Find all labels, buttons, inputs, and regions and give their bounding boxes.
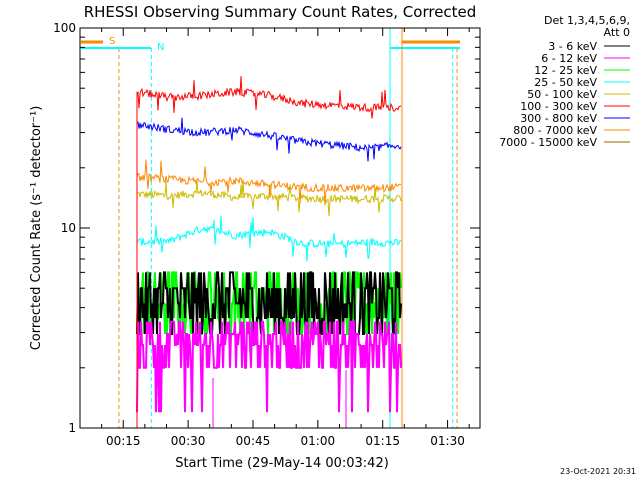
series-line: [136, 320, 402, 413]
legend-entry-label: 800 - 7000 keV: [513, 124, 597, 137]
timestamp-label: 23-Oct-2021 20:31: [560, 467, 636, 476]
axis-layer: 00:15 00:30 00:45 01:00 01:15 01:30 1 10 100: [53, 21, 480, 448]
legend-entry-label: 6 - 12 keV: [541, 52, 597, 65]
legend-header: Att 0: [604, 26, 630, 39]
legend-entry-label: 7000 - 15000 keV: [499, 136, 597, 149]
series-line: [136, 76, 402, 119]
series-line: [136, 159, 402, 206]
series-line: [136, 215, 402, 262]
saa-label: S: [109, 36, 115, 47]
chart-title: RHESSI Observing Summary Count Rates, Co…: [84, 3, 477, 21]
plot-layer: SN: [81, 28, 460, 428]
legend-entry-label: 50 - 100 keV: [527, 88, 597, 101]
x-tick-label: 01:15: [365, 434, 400, 448]
legend-header: Det 1,3,4,5,6,9,: [544, 14, 630, 27]
x-tick-label: 00:15: [106, 434, 141, 448]
legend-entry-label: 300 - 800 keV: [520, 112, 597, 125]
x-tick-label: 00:45: [236, 434, 271, 448]
y-axis-label: Corrected Count Rate (s⁻¹ detector⁻¹): [29, 106, 44, 351]
legend-entry-label: 25 - 50 keV: [534, 76, 597, 89]
x-tick-label: 00:30: [171, 434, 206, 448]
x-tick-label: 01:00: [301, 434, 336, 448]
y-tick-label: 100: [53, 21, 76, 35]
y-tick-label: 1: [68, 421, 76, 435]
y-tick-label: 10: [61, 221, 76, 235]
legend-entry-label: 3 - 6 keV: [548, 40, 597, 53]
series-line: [136, 179, 402, 217]
series-line: [136, 117, 402, 162]
night-label: N: [157, 42, 164, 53]
x-axis-label: Start Time (29-May-14 00:03:42): [175, 456, 389, 471]
x-tick-label: 01:30: [430, 434, 465, 448]
legend-entry-label: 12 - 25 keV: [534, 64, 597, 77]
legend-entry-label: 100 - 300 keV: [520, 100, 597, 113]
